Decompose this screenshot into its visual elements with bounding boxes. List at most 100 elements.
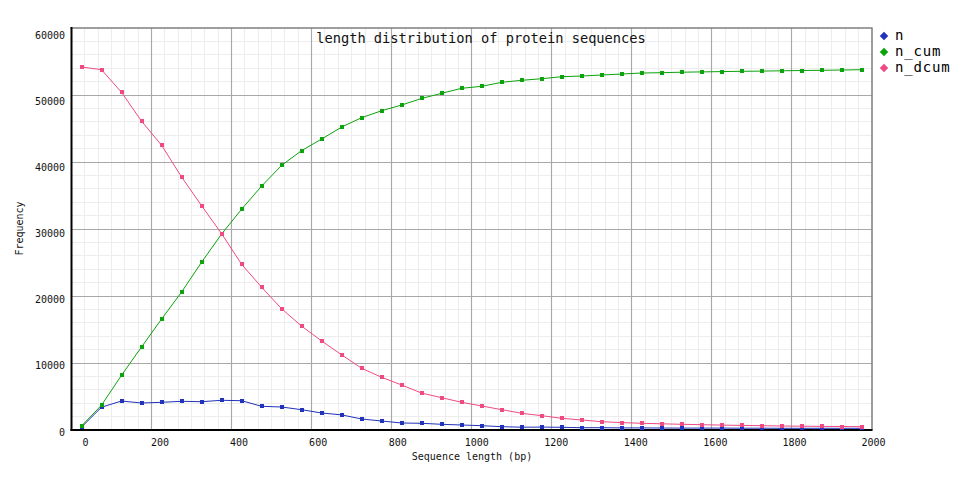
series-n_dcum-point bbox=[820, 424, 824, 428]
series-n_dcum-point bbox=[120, 90, 124, 94]
series-n_cum-point bbox=[840, 68, 844, 72]
series-n_dcum-point bbox=[400, 383, 404, 387]
series-n_cum-point bbox=[520, 78, 524, 82]
x-tick-label: 1400 bbox=[624, 437, 648, 448]
series-n_cum-point bbox=[160, 317, 164, 321]
series-n_dcum-point bbox=[360, 366, 364, 370]
series-n-point bbox=[180, 399, 184, 403]
series-n-point bbox=[360, 417, 364, 421]
series-n_cum-point bbox=[500, 80, 504, 84]
series-n_dcum-point bbox=[680, 422, 684, 426]
series-n-point bbox=[620, 426, 624, 430]
series-n_dcum-point bbox=[440, 396, 444, 400]
series-n_cum-point bbox=[180, 290, 184, 294]
series-n_cum-point bbox=[300, 149, 304, 153]
series-n_cum-point bbox=[640, 71, 644, 75]
series-n_dcum-point bbox=[740, 423, 744, 427]
series-n_cum-point bbox=[740, 69, 744, 73]
series-n-point bbox=[520, 425, 524, 429]
y-tick-label: 40000 bbox=[0, 162, 65, 173]
x-tick-label: 1600 bbox=[703, 437, 727, 448]
x-tick-label: 1200 bbox=[544, 437, 568, 448]
series-n-point bbox=[320, 411, 324, 415]
series-n-point bbox=[160, 400, 164, 404]
series-n_dcum-point bbox=[240, 262, 244, 266]
series-n-point bbox=[380, 419, 384, 423]
x-tick-label: 2000 bbox=[861, 437, 885, 448]
series-n-point bbox=[660, 426, 664, 430]
series-n_dcum-point bbox=[420, 391, 424, 395]
chart-title: length distribution of protein sequences bbox=[0, 30, 962, 46]
series-n-point bbox=[540, 425, 544, 429]
x-tick-label: 0 bbox=[82, 437, 88, 448]
legend-label-n: n bbox=[895, 27, 904, 43]
x-tick-label: 600 bbox=[309, 437, 327, 448]
y-tick-label: 30000 bbox=[0, 228, 65, 239]
y-tick-label: 0 bbox=[0, 427, 65, 438]
series-n_dcum-point bbox=[300, 324, 304, 328]
series-n_cum-point bbox=[800, 69, 804, 73]
x-tick-label: 800 bbox=[389, 437, 407, 448]
series-n-point bbox=[500, 425, 504, 429]
series-n_cum-point bbox=[700, 70, 704, 74]
series-n_cum-point bbox=[200, 260, 204, 264]
series-n_cum-point bbox=[760, 69, 764, 73]
series-n_cum-point bbox=[680, 70, 684, 74]
series-n_dcum-point bbox=[380, 375, 384, 379]
series-n_dcum-point bbox=[840, 425, 844, 429]
x-tick-label: 200 bbox=[151, 437, 169, 448]
series-n_dcum-point bbox=[620, 421, 624, 425]
series-n_dcum-point bbox=[280, 307, 284, 311]
series-n-point bbox=[420, 421, 424, 425]
x-tick-label: 1800 bbox=[782, 437, 806, 448]
series-n_dcum-point bbox=[100, 68, 104, 72]
series-n_cum-point bbox=[480, 84, 484, 88]
series-n-point bbox=[480, 424, 484, 428]
series-n-point bbox=[120, 399, 124, 403]
series-n_cum-point bbox=[780, 69, 784, 73]
series-n_cum-point bbox=[720, 70, 724, 74]
series-n_cum-point bbox=[560, 75, 564, 79]
series-n_dcum-point bbox=[200, 204, 204, 208]
series-n-point bbox=[400, 421, 404, 425]
series-n_cum-point bbox=[820, 68, 824, 72]
series-n_cum-point bbox=[420, 96, 424, 100]
series-n_dcum-point bbox=[160, 143, 164, 147]
series-n-point bbox=[640, 426, 644, 430]
series-n_cum-point bbox=[460, 86, 464, 90]
series-n_cum-point bbox=[400, 103, 404, 107]
series-n-point bbox=[260, 404, 264, 408]
series-n_dcum-point bbox=[860, 425, 864, 429]
series-n_dcum-point bbox=[500, 408, 504, 412]
series-n_cum-point bbox=[340, 125, 344, 129]
series-n_cum-point bbox=[120, 373, 124, 377]
series-n_dcum-point bbox=[640, 421, 644, 425]
series-n_dcum-point bbox=[580, 418, 584, 422]
series-n_dcum-point bbox=[540, 414, 544, 418]
series-n_dcum-point bbox=[760, 424, 764, 428]
series-n-point bbox=[240, 399, 244, 403]
series-n_cum-point bbox=[440, 91, 444, 95]
series-n-point bbox=[140, 401, 144, 405]
series-n_cum-point bbox=[660, 71, 664, 75]
series-n_dcum-point bbox=[800, 424, 804, 428]
series-n_dcum-point bbox=[720, 423, 724, 427]
series-n_dcum-point bbox=[140, 119, 144, 123]
x-tick-label: 1000 bbox=[465, 437, 489, 448]
series-n-point bbox=[680, 426, 684, 430]
series-n-point bbox=[340, 413, 344, 417]
y-tick-label: 10000 bbox=[0, 360, 65, 371]
y-tick-label: 60000 bbox=[0, 30, 65, 41]
series-n_cum-point bbox=[320, 137, 324, 141]
series-n_dcum-point bbox=[600, 420, 604, 424]
series-n_dcum-point bbox=[80, 65, 84, 69]
series-n_cum-point bbox=[860, 68, 864, 72]
series-n_dcum-point bbox=[460, 400, 464, 404]
series-n-point bbox=[580, 426, 584, 430]
series-n-point bbox=[200, 400, 204, 404]
series-n-point bbox=[300, 408, 304, 412]
series-n-point bbox=[460, 423, 464, 427]
series-n_cum-point bbox=[240, 207, 244, 211]
series-n_dcum-point bbox=[700, 423, 704, 427]
series-n-point bbox=[600, 426, 604, 430]
